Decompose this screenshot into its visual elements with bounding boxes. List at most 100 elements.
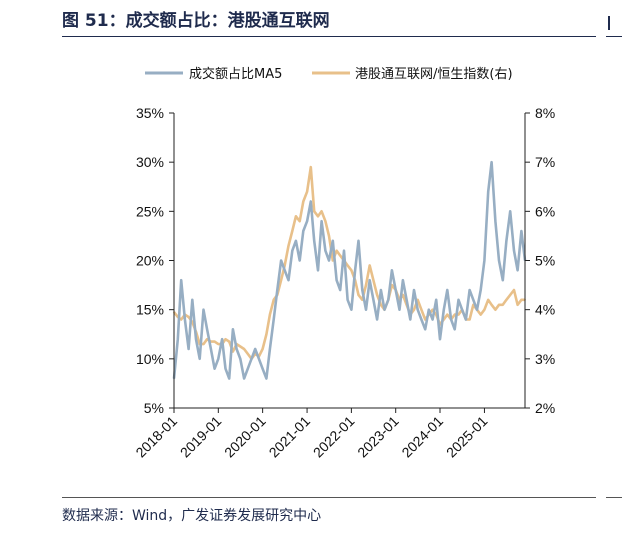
turnover-share-point	[380, 289, 382, 291]
series-line-relative-index	[172, 165, 525, 361]
relative-index-point	[228, 340, 231, 343]
turnover-share-point	[350, 308, 353, 311]
turnover-share-point	[357, 239, 360, 242]
turnover-share-point	[442, 308, 445, 311]
relative-index-point	[513, 289, 515, 291]
adjacent-figure-mark	[608, 16, 610, 30]
turnover-share-point	[335, 279, 338, 282]
turnover-share-point	[516, 269, 519, 272]
turnover-share-point	[217, 357, 220, 360]
turnover-share-point	[498, 259, 500, 262]
relative-index-point	[368, 264, 371, 267]
source-note: 数据来源：Wind，广发证券发展研究中心	[62, 508, 322, 524]
relative-index-point	[420, 308, 423, 311]
relative-index-point	[331, 259, 334, 262]
relative-index-point	[302, 200, 305, 203]
turnover-share-point	[501, 279, 504, 282]
turnover-share-point	[346, 298, 349, 301]
x-tick-label: 2021-01	[266, 413, 314, 461]
y-left-tick-label: 10%	[136, 351, 164, 367]
relative-index-point	[269, 313, 271, 316]
turnover-share-point	[202, 308, 205, 311]
turnover-share-point	[317, 269, 319, 272]
turnover-share-point	[387, 298, 390, 301]
relative-index-point	[498, 303, 500, 306]
turnover-share-point	[479, 289, 482, 291]
x-tick-label: 2023-01	[354, 413, 402, 461]
relative-index-point	[505, 298, 508, 301]
turnover-share-point	[427, 308, 430, 311]
turnover-share-point	[439, 338, 441, 341]
turnover-share-point	[391, 269, 393, 272]
y-left-tick-label: 15%	[136, 302, 164, 318]
turnover-share-point	[243, 377, 246, 380]
turnover-share-point	[302, 230, 305, 232]
turnover-share-point	[291, 249, 294, 252]
relative-index-point	[339, 254, 342, 257]
turnover-share-point	[372, 298, 375, 301]
turnover-share-point	[376, 318, 378, 321]
turnover-share-point	[331, 239, 334, 242]
y-right-tick-label: 6%	[535, 203, 555, 219]
relative-index-point	[350, 269, 353, 272]
turnover-share-point	[258, 357, 260, 360]
relative-index-point	[328, 235, 330, 237]
relative-index-point	[206, 338, 209, 341]
turnover-share-point	[435, 298, 438, 301]
turnover-share-point	[446, 289, 449, 291]
turnover-share-point	[476, 308, 478, 311]
title-rule	[62, 36, 596, 37]
turnover-share-point	[383, 308, 386, 311]
relative-index-point	[298, 220, 301, 223]
turnover-share-point	[324, 249, 327, 252]
y-left-tick-label: 30%	[136, 154, 164, 170]
turnover-share-point	[180, 279, 183, 282]
turnover-share-point	[494, 220, 497, 223]
series-line-turnover-share	[172, 160, 527, 380]
turnover-share-point	[246, 367, 249, 370]
x-tick-label: 2018-01	[132, 413, 180, 461]
legend-label-turnover-share: 成交额占比MA5	[189, 66, 282, 82]
relative-index-point	[365, 284, 367, 286]
relative-index-point	[309, 166, 312, 169]
axes-layer: 5% 10% 15% 20% 25% 30% 35% 2% 3% 4% 5% 6% 7% 8% 2018-0…	[132, 105, 555, 460]
relative-index-point	[217, 343, 220, 345]
turnover-share-point	[398, 308, 401, 311]
turnover-share-point	[210, 348, 212, 350]
turnover-share-point	[465, 318, 467, 321]
x-tick-label: 2025-01	[443, 413, 491, 461]
relative-index-point	[483, 308, 486, 311]
x-tick-label: 2020-01	[221, 413, 269, 461]
turnover-share-point	[261, 367, 264, 370]
turnover-share-point	[402, 279, 404, 282]
turnover-share-point	[450, 318, 452, 321]
turnover-share-point	[298, 259, 301, 262]
relative-index-point	[239, 345, 242, 348]
turnover-share-point	[513, 249, 515, 252]
turnover-share-point	[295, 239, 297, 242]
turnover-share-point	[453, 328, 456, 331]
turnover-share-point	[187, 348, 190, 350]
turnover-share-point	[320, 220, 323, 223]
y-left-tick-label: 5%	[144, 400, 164, 416]
turnover-share-point	[487, 190, 490, 193]
turnover-share-point	[361, 289, 364, 291]
turnover-share-point	[505, 239, 508, 242]
y-right-tick-label: 5%	[535, 253, 555, 269]
turnover-share-point	[224, 367, 227, 370]
relative-index-point	[187, 316, 190, 318]
turnover-share-point	[468, 289, 471, 291]
relative-index-point	[357, 294, 360, 296]
turnover-share-point	[420, 318, 423, 321]
turnover-share-point	[198, 357, 201, 360]
series-layer	[172, 160, 527, 380]
relative-index-point	[453, 313, 456, 316]
turnover-share-point	[228, 377, 231, 380]
relative-index-point	[306, 190, 308, 193]
turnover-share-point	[306, 220, 308, 223]
relative-index-point	[372, 279, 375, 282]
turnover-share-point	[276, 289, 279, 291]
relative-index-point	[224, 338, 227, 341]
turnover-share-point	[235, 348, 238, 350]
